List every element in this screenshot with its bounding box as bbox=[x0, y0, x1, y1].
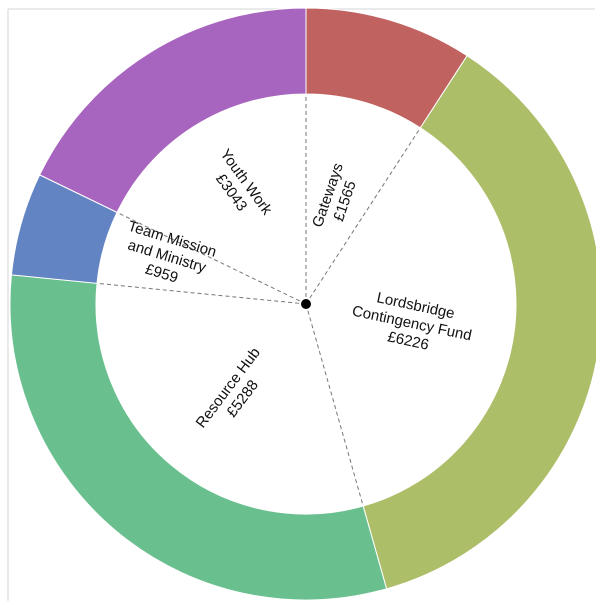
slice-label-resource-hub: Resource Hub£5288 bbox=[193, 344, 279, 442]
slice-label-team-mission-and-ministry: Team Missionand Ministry£959 bbox=[115, 218, 218, 295]
slice-youth-work bbox=[38, 7, 307, 214]
leader-line-youth-work bbox=[116, 211, 307, 305]
slice-label-youth-work: Youth Work£3043 bbox=[202, 146, 276, 229]
leader-line-team-mission-and-ministry bbox=[96, 282, 307, 305]
slice-label-lordsbridge-contingency-fund: LordsbridgeContingency Fund£6226 bbox=[347, 285, 477, 362]
slice-resource-hub bbox=[9, 274, 388, 601]
leader-line-resource-hub bbox=[305, 303, 364, 507]
slices-layer bbox=[9, 7, 596, 601]
leader-line-lordsbridge-contingency-fund bbox=[305, 127, 421, 305]
center-dot bbox=[301, 299, 311, 309]
labels-layer: Gateways£1565 LordsbridgeContingency Fund… bbox=[115, 146, 477, 442]
leader-lines-layer bbox=[96, 94, 421, 507]
slice-lordsbridge-contingency-fund bbox=[362, 55, 596, 590]
slice-label-gateways: Gateways£1565 bbox=[309, 161, 364, 235]
